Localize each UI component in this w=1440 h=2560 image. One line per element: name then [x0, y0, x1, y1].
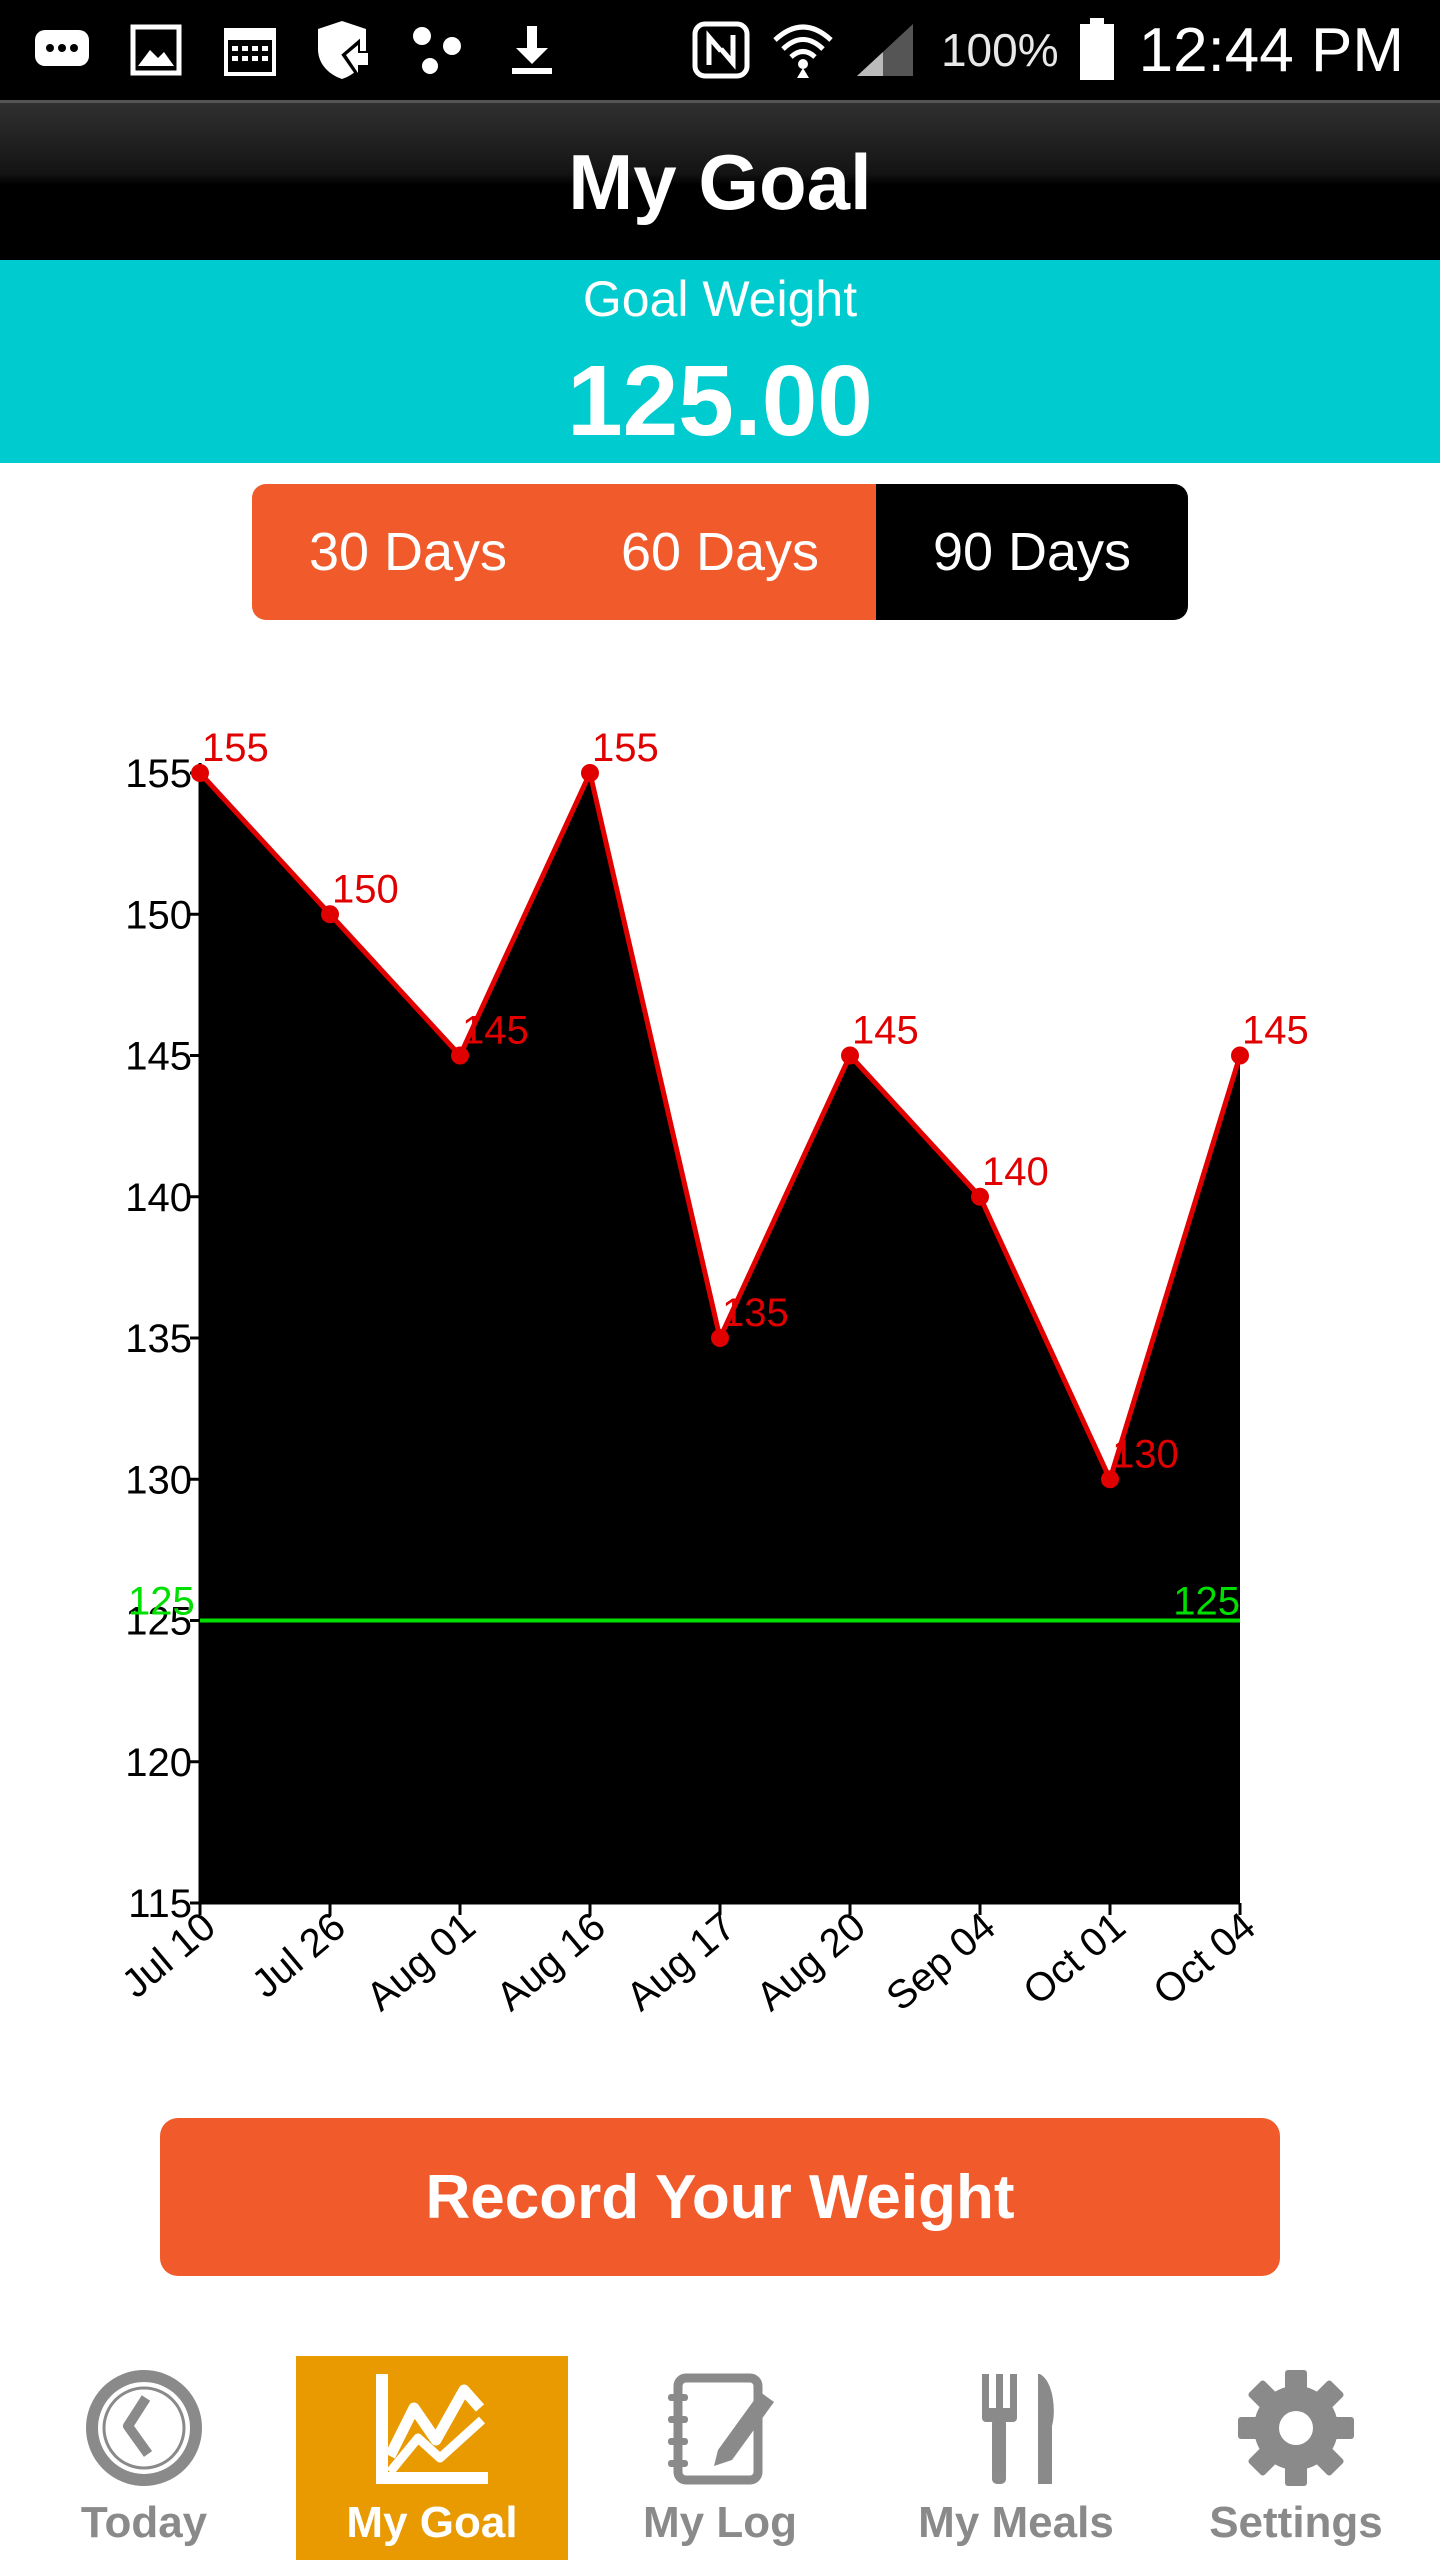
x-tick-label: Aug 20 — [748, 1904, 873, 2019]
y-tick-label: 135 — [125, 1317, 192, 1361]
y-tick-label: 150 — [125, 893, 192, 937]
data-point-label: 155 — [592, 726, 659, 770]
nav-my-goal[interactable]: My Goal — [296, 2356, 568, 2560]
nav-my-goal-label: My Goal — [346, 2498, 518, 2547]
signal-icon — [853, 18, 917, 82]
data-point — [1101, 1470, 1119, 1489]
x-tick-label: Sep 04 — [878, 1904, 1003, 2019]
data-point — [1231, 1046, 1249, 1065]
data-point — [191, 764, 209, 782]
gear-icon — [1238, 2370, 1354, 2486]
nav-my-log-label: My Log — [643, 2498, 797, 2547]
goal-weight-label: Goal Weight — [582, 271, 858, 327]
data-point-label: 135 — [722, 1291, 789, 1335]
messages-icon — [30, 18, 94, 82]
data-point-label: 145 — [852, 1009, 919, 1053]
wifi-icon — [771, 18, 835, 82]
nav-settings-label: Settings — [1209, 2498, 1383, 2547]
data-point — [971, 1187, 989, 1206]
nav-today-label: Today — [80, 2498, 208, 2547]
y-tick-label: 140 — [125, 1176, 192, 1220]
data-point — [321, 905, 339, 924]
data-point — [451, 1046, 469, 1065]
x-tick-label: Aug 16 — [488, 1904, 613, 2019]
data-point — [711, 1329, 729, 1347]
battery-percent: 100% — [940, 24, 1059, 76]
data-point-label: 130 — [1112, 1432, 1179, 1476]
x-tick-label: Aug 01 — [358, 1904, 483, 2019]
goal-weight-value: 125.00 — [567, 345, 873, 457]
y-tick-label: 115 — [128, 1882, 192, 1926]
goal-line-label-left: 125 — [128, 1580, 195, 1624]
shield-icon — [312, 18, 376, 82]
bottom-nav: Today My Goal My Log My Meals — [0, 2356, 1440, 2560]
tab-60-days[interactable]: 60 Days — [564, 484, 876, 620]
range-selector: 30 Days 60 Days 90 Days — [252, 484, 1188, 620]
y-tick-label: 145 — [125, 1035, 192, 1079]
x-tick-label: Oct 04 — [1145, 1904, 1264, 2013]
y-tick-label: 155 — [125, 752, 192, 796]
data-point-label: 150 — [332, 867, 399, 911]
page-title: My Goal — [568, 138, 872, 226]
status-clock: 12:44 PM — [1138, 15, 1404, 85]
gallery-icon — [124, 18, 188, 82]
tab-90-days[interactable]: 90 Days — [876, 484, 1188, 620]
clock-icon — [86, 2370, 202, 2486]
data-point-label: 145 — [1242, 1009, 1309, 1053]
record-weight-button[interactable]: Record Your Weight — [160, 2118, 1280, 2276]
title-bar: My Goal — [0, 100, 1440, 260]
x-tick-label: Oct 01 — [1015, 1904, 1134, 2013]
notebook-icon — [668, 2373, 774, 2485]
goal-line-label-right: 125 — [1173, 1580, 1240, 1624]
chart-icon — [376, 2374, 488, 2484]
fork-knife-icon — [982, 2374, 1054, 2484]
calendar-icon — [218, 18, 282, 82]
data-point — [581, 764, 599, 782]
data-point-label: 140 — [982, 1150, 1049, 1194]
nav-today[interactable]: Today — [8, 2356, 280, 2560]
nav-my-meals-label: My Meals — [918, 2498, 1114, 2547]
nav-settings[interactable]: Settings — [1160, 2356, 1432, 2560]
data-point — [841, 1046, 859, 1065]
nfc-icon — [689, 18, 753, 82]
download-icon — [500, 18, 564, 82]
x-tick-label: Jul 26 — [244, 1904, 354, 2006]
nav-my-log[interactable]: My Log — [584, 2356, 856, 2560]
goal-weight-panel: Goal Weight 125.00 — [0, 260, 1440, 463]
data-point-label: 145 — [462, 1009, 529, 1053]
status-left-icons — [30, 18, 594, 82]
nav-my-meals[interactable]: My Meals — [880, 2356, 1152, 2560]
share-icon — [406, 18, 470, 82]
y-tick-label: 130 — [125, 1458, 192, 1502]
status-right: 100% 12:44 PM — [671, 10, 1404, 90]
y-tick-label: 125 — [125, 1600, 192, 1644]
y-tick-label: 120 — [125, 1741, 192, 1785]
battery-icon — [1077, 18, 1117, 82]
data-point-label: 155 — [202, 726, 269, 770]
status-bar: 100% 12:44 PM — [0, 0, 1440, 100]
x-tick-label: Aug 17 — [618, 1904, 743, 2019]
tab-30-days[interactable]: 30 Days — [252, 484, 564, 620]
